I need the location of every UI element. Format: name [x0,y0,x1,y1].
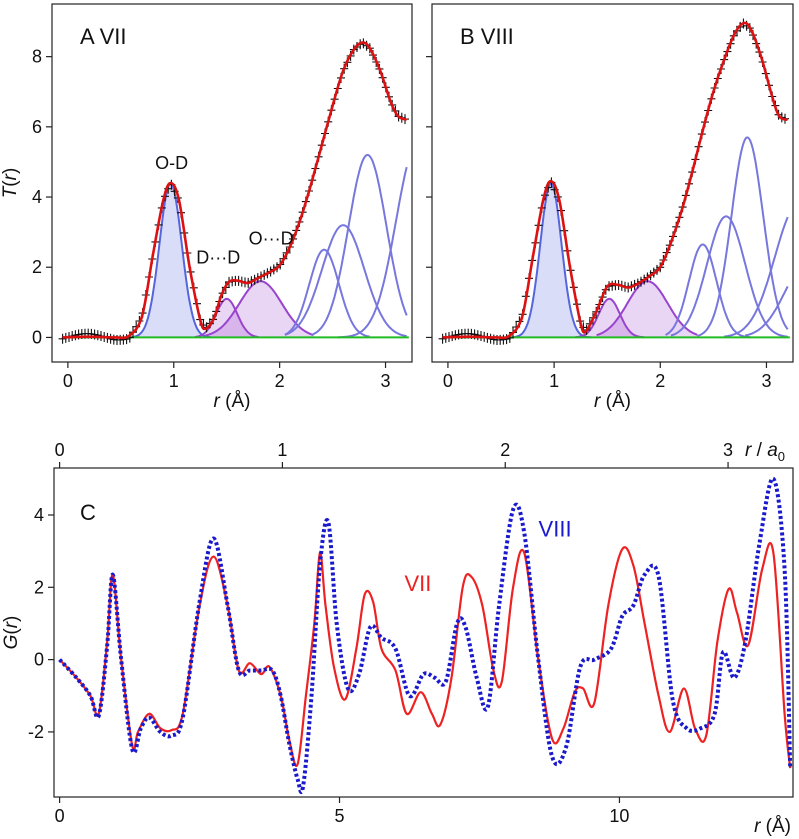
top-tick-label: 1 [277,440,287,460]
y-axis-arg: r [0,173,21,180]
panel-label: C [80,500,96,525]
top-tick-label: 0 [55,440,65,460]
peak-line-3 [284,248,370,338]
series-label-viii: VIII [539,517,572,542]
y-axis-arg: r [1,621,22,628]
peak-fill-2 [205,281,314,338]
peak-line-6 [723,216,789,338]
panel-a: 0 1 2 3 0 2 4 6 8 r (Å) T(r) A VII O-D D···D O···D [0,3,413,412]
fit-curve [442,21,789,340]
peak-fill-1 [194,298,259,338]
y-tick-label: 0 [34,650,44,670]
top-axis-sep: / [751,440,767,461]
x-tick-label: 3 [761,371,771,391]
x-axis-var: r [594,391,601,412]
x-tick-label: 2 [275,371,285,391]
y-axis-var: G [1,635,22,650]
panel-label: B VIII [460,24,514,49]
plot-frame [51,3,413,363]
peak-line-5 [697,136,789,337]
peak-line-4 [670,215,788,338]
y-tick-label: 2 [34,577,44,597]
x-axis-var: r [754,816,761,837]
y-axis-var: T [0,185,21,198]
top-tick-label: 3 [723,440,733,460]
y-tick-label: 4 [34,505,44,525]
fit-curve [62,41,408,340]
x-tick-label: 1 [169,371,179,391]
peak-fill-0 [126,183,211,338]
y-tick-label: 8 [32,47,42,67]
y-axis-label: T(r) [0,168,21,199]
y-tick-label: 0 [32,327,42,347]
y-tick-label: 6 [32,117,42,137]
peak-annotation: O···D [249,228,294,248]
x-axis-label: r (Å) [214,391,251,412]
series-label-vii: VII [404,571,431,596]
series-line-vii [58,541,792,769]
peak-line-1 [194,297,259,338]
y-tick-label: 4 [32,187,42,207]
top-axis-var: r [745,440,752,461]
top-axis-sub: 0 [778,449,785,464]
peak-line-4 [284,224,407,338]
panel-b: 0 1 2 3 r (Å) B VIII [426,3,794,412]
x-tick-label: 3 [381,371,391,391]
x-tick-label: 0 [443,371,453,391]
top-tick-label: 2 [500,440,510,460]
x-tick-label: 5 [335,806,345,826]
x-tick-label: 0 [63,371,73,391]
plot-frame [53,467,794,798]
y-tick-label: -2 [28,722,44,742]
x-tick-label: 1 [549,371,559,391]
x-axis-unit: (Å) [600,391,631,412]
x-axis-var: r [214,391,221,412]
peak-fill-2 [596,281,698,338]
panel-label: A VII [80,24,126,49]
x-axis-unit: (Å) [220,391,251,412]
peak-line-0 [506,181,592,339]
data-markers [58,38,409,345]
x-tick-label: 10 [609,806,629,826]
peak-fill-0 [506,183,592,338]
x-axis-unit: (Å) [760,816,791,837]
peak-annotation: O-D [155,153,188,173]
plot-frame [431,3,794,363]
y-axis-label: G(r) [1,616,22,650]
peak-line-7 [744,285,789,337]
x-tick-label: 2 [655,371,665,391]
peak-line-6 [337,166,408,339]
peak-annotation: D···D [196,248,240,268]
y-tick-label: 2 [32,257,42,277]
series-line-viii [58,476,793,794]
x-tick-label: 0 [55,806,65,826]
x-axis-label: r (Å) [754,816,791,837]
top-axis-unit: a [767,440,778,461]
top-axis-label: r / a0 [745,440,785,464]
x-axis-label: r (Å) [594,391,631,412]
